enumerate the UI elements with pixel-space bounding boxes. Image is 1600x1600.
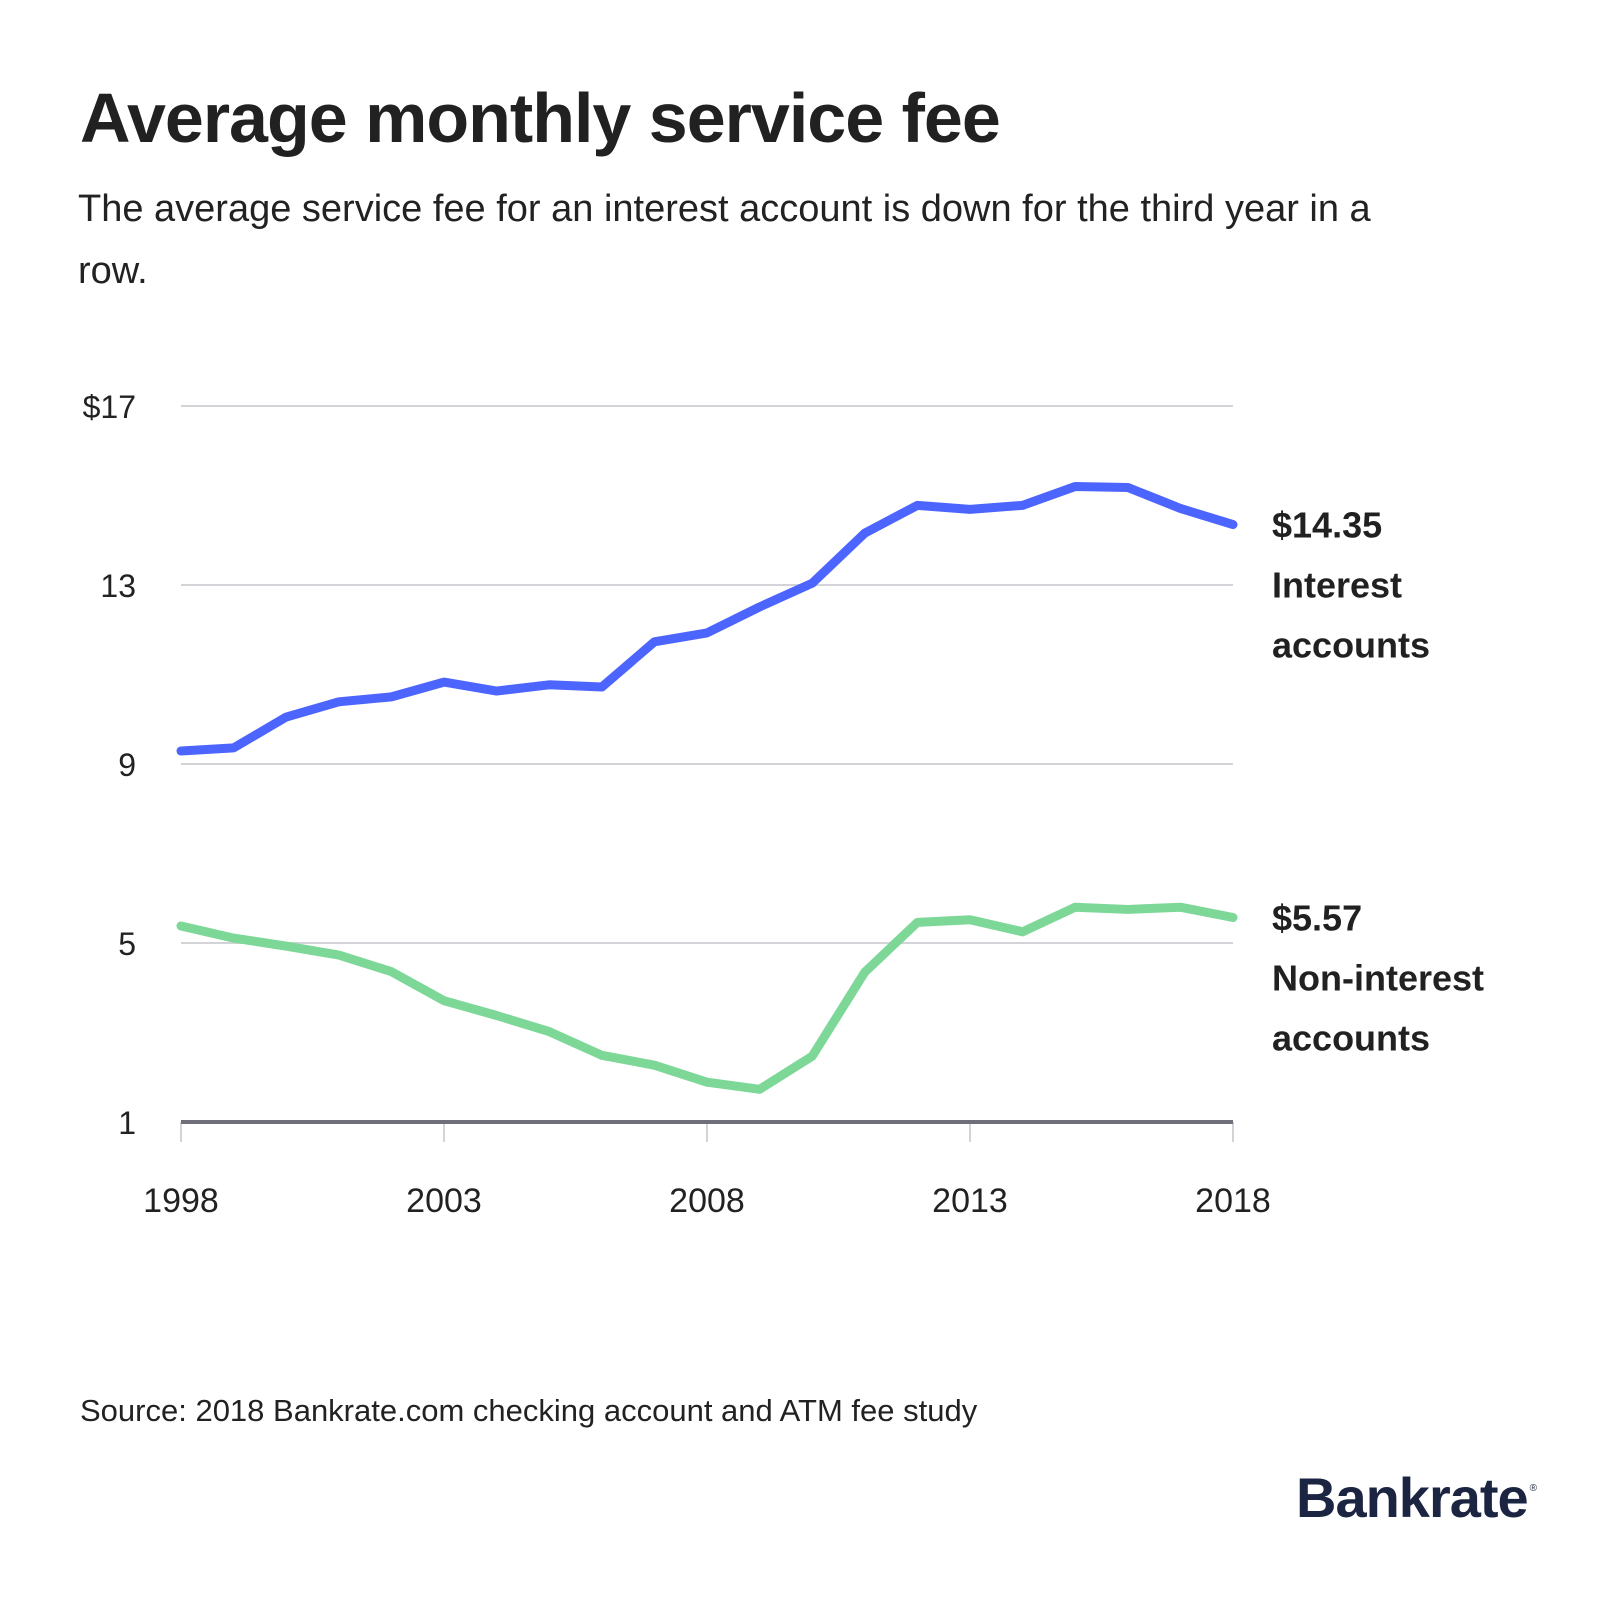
x-tick-label: 2008 <box>669 1182 745 1220</box>
registered-mark: ® <box>1529 1483 1537 1494</box>
series-lines <box>176 482 1238 1094</box>
series-line-interest-accounts <box>176 482 1238 756</box>
x-axis: 1998 2003 2008 2013 2018 <box>143 1120 1271 1220</box>
gridlines <box>181 405 1233 944</box>
end-labels: $14.35 Interest accounts $5.57 Non-interest a… <box>1272 505 1484 1059</box>
x-tick-label: 2018 <box>1195 1182 1271 1220</box>
end-value-label: $5.57 <box>1272 897 1362 938</box>
series-name-label: Interest <box>1272 565 1402 606</box>
end-value-label: $14.35 <box>1272 505 1382 546</box>
y-tick-label: 13 <box>100 568 136 604</box>
x-tick-label: 2013 <box>932 1182 1008 1220</box>
source-note: Source: 2018 Bankrate.com checking accou… <box>80 1393 978 1428</box>
bankrate-logo: Bankrate ® <box>1296 1465 1537 1530</box>
y-tick-label: 1 <box>118 1105 136 1141</box>
x-tick-label: 2003 <box>406 1182 482 1220</box>
y-tick-label: $17 <box>83 389 136 425</box>
y-axis-ticks: 1 5 9 13 $17 <box>83 389 136 1141</box>
series-line-non-interest-accounts <box>176 902 1238 1094</box>
y-tick-label: 5 <box>118 926 136 962</box>
logo-text: Bankrate <box>1296 1466 1529 1529</box>
series-name-label: accounts <box>1272 1017 1430 1058</box>
series-name-label: Non-interest <box>1272 957 1484 998</box>
series-name-label: accounts <box>1272 625 1430 666</box>
x-tick-label: 1998 <box>143 1182 219 1220</box>
chart-title: Average monthly service fee <box>80 79 1001 157</box>
chart-subtitle: The average service fee for an interest … <box>78 188 1371 292</box>
y-tick-label: 9 <box>118 747 136 783</box>
